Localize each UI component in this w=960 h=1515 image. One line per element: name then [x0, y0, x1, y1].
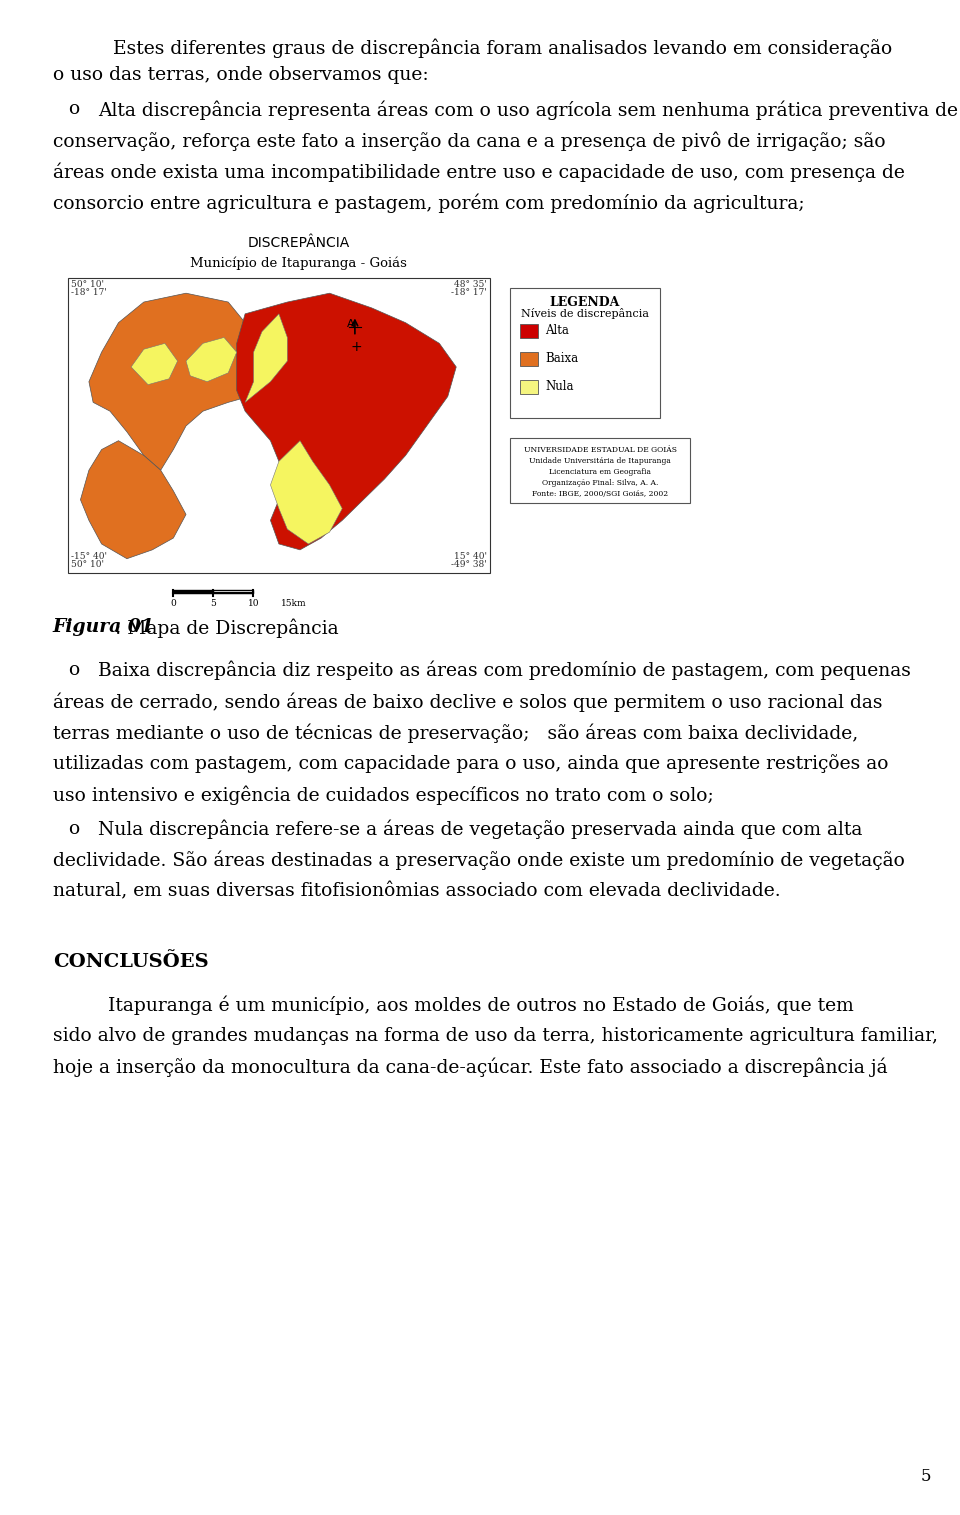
Text: DISCREPÂNCIA: DISCREPÂNCIA — [248, 236, 350, 250]
Text: áreas onde exista uma incompatibilidade entre uso e capacidade de uso, com prese: áreas onde exista uma incompatibilidade … — [53, 162, 904, 182]
Text: Nula discrepância refere-se a áreas de vegetação preservada ainda que com alta: Nula discrepância refere-se a áreas de v… — [98, 820, 862, 839]
Text: Alta discrepância representa áreas com o uso agrícola sem nenhuma prática preven: Alta discrepância representa áreas com o… — [98, 100, 958, 120]
Text: Estes diferentes graus de discrepância foram analisados levando em consideração: Estes diferentes graus de discrepância f… — [113, 38, 892, 58]
Text: : Mapa de Discrepância: : Mapa de Discrepância — [115, 618, 339, 638]
Text: o uso das terras, onde observamos que:: o uso das terras, onde observamos que: — [53, 67, 428, 85]
Text: o: o — [68, 661, 79, 679]
Text: 5: 5 — [921, 1468, 931, 1485]
Bar — [68, 279, 490, 574]
Bar — [520, 353, 538, 367]
Text: natural, em suas diversas fitofisionômias associado com elevada declividade.: natural, em suas diversas fitofisionômia… — [53, 882, 780, 900]
Text: Fonte: IBGE, 2000/SGI Goiás, 2002: Fonte: IBGE, 2000/SGI Goiás, 2002 — [532, 491, 668, 498]
Bar — [510, 288, 660, 418]
Text: LEGENDA: LEGENDA — [550, 297, 620, 309]
Text: -49° 38': -49° 38' — [451, 561, 487, 570]
Text: sido alvo de grandes mudanças na forma de uso da terra, historicamente agricultu: sido alvo de grandes mudanças na forma d… — [53, 1027, 938, 1045]
Polygon shape — [186, 338, 237, 382]
Text: -15° 40': -15° 40' — [71, 553, 107, 562]
Text: 50° 10': 50° 10' — [71, 280, 104, 289]
Text: terras mediante o uso de técnicas de preservação;   são áreas com baixa declivid: terras mediante o uso de técnicas de pre… — [53, 723, 858, 742]
Text: o: o — [68, 100, 79, 118]
Text: -18° 17': -18° 17' — [451, 288, 487, 297]
Text: conservação, reforça este fato a inserção da cana e a presença de pivô de irriga: conservação, reforça este fato a inserçã… — [53, 132, 885, 152]
Text: o: o — [68, 820, 79, 838]
Text: Itapuranga é um município, aos moldes de outros no Estado de Goiás, que tem: Itapuranga é um município, aos moldes de… — [108, 995, 853, 1015]
Text: 5: 5 — [210, 600, 216, 609]
Text: CONCLUSÕES: CONCLUSÕES — [53, 953, 208, 971]
Bar — [520, 324, 538, 338]
Text: Unidade Universitária de Itapuranga: Unidade Universitária de Itapuranga — [529, 458, 671, 465]
Polygon shape — [89, 294, 287, 470]
Text: utilizadas com pastagem, com capacidade para o uso, ainda que apresente restriçõ: utilizadas com pastagem, com capacidade … — [53, 754, 888, 774]
Text: 15° 40': 15° 40' — [454, 553, 487, 562]
Polygon shape — [132, 344, 178, 385]
Text: Licenciatura em Geografia: Licenciatura em Geografia — [549, 468, 651, 476]
Polygon shape — [237, 294, 456, 550]
Text: Nula: Nula — [545, 380, 573, 392]
Text: 10: 10 — [248, 600, 259, 609]
Bar — [510, 438, 690, 503]
Text: Figura 01: Figura 01 — [53, 618, 155, 636]
Text: Alta: Alta — [545, 324, 569, 336]
Polygon shape — [245, 314, 287, 403]
Text: Baixa discrepância diz respeito as áreas com predomínio de pastagem, com pequena: Baixa discrepância diz respeito as áreas… — [98, 661, 911, 680]
Text: 15km: 15km — [280, 600, 306, 609]
Text: declividade. São áreas destinadas a preservação onde existe um predomínio de veg: declividade. São áreas destinadas a pres… — [53, 851, 904, 871]
Text: Níveis de discrepância: Níveis de discrepância — [521, 309, 649, 320]
Text: A: A — [347, 318, 354, 329]
Text: -18° 17': -18° 17' — [71, 288, 107, 297]
Polygon shape — [271, 441, 342, 544]
Polygon shape — [81, 441, 186, 559]
Text: 0: 0 — [171, 600, 177, 609]
Text: 50° 10': 50° 10' — [71, 561, 104, 570]
Text: hoje a inserção da monocultura da cana-de-açúcar. Este fato associado a discrepâ: hoje a inserção da monocultura da cana-d… — [53, 1057, 887, 1077]
Text: consorcio entre agricultura e pastagem, porém com predomínio da agricultura;: consorcio entre agricultura e pastagem, … — [53, 194, 804, 214]
Text: +: + — [350, 339, 362, 353]
Text: Município de Itapuranga - Goiás: Município de Itapuranga - Goiás — [190, 256, 407, 270]
Text: Organização Final: Silva, A. A.: Organização Final: Silva, A. A. — [541, 479, 659, 488]
Bar — [520, 380, 538, 394]
Text: uso intensivo e exigência de cuidados específicos no trato com o solo;: uso intensivo e exigência de cuidados es… — [53, 786, 713, 804]
Text: 48° 35': 48° 35' — [454, 280, 487, 289]
Text: áreas de cerrado, sendo áreas de baixo declive e solos que permitem o uso racion: áreas de cerrado, sendo áreas de baixo d… — [53, 692, 882, 712]
Text: UNIVERSIDADE ESTADUAL DE GOIÁS: UNIVERSIDADE ESTADUAL DE GOIÁS — [523, 447, 677, 454]
Text: Baixa: Baixa — [545, 351, 578, 365]
